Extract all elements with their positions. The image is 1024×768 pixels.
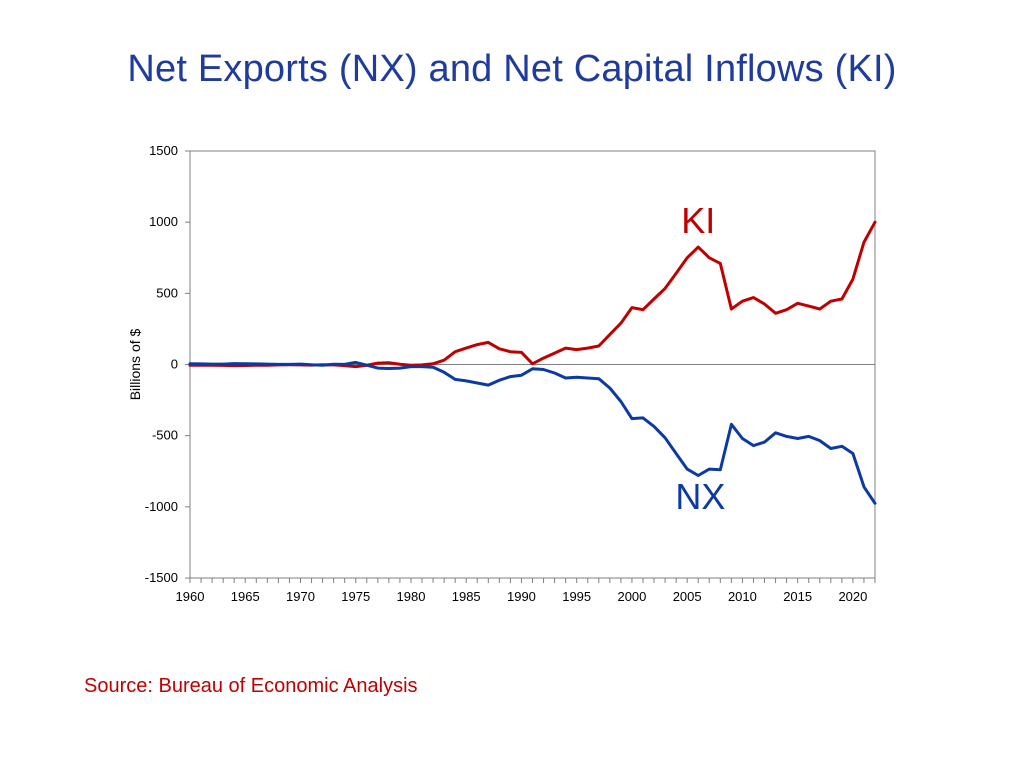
y-tick-label: 0 bbox=[171, 357, 178, 372]
x-tick-label: 1965 bbox=[231, 589, 260, 604]
series-label-nx: NX bbox=[675, 476, 725, 517]
y-axis-ticks: 1500 1000 500 0 -500 -1000 -1500 bbox=[145, 143, 190, 585]
x-tick-label: 1995 bbox=[562, 589, 591, 604]
x-tick-label: 2005 bbox=[673, 589, 702, 604]
y-tick-label: -1000 bbox=[145, 499, 178, 514]
y-tick-label: 1000 bbox=[149, 214, 178, 229]
x-tick-label: 2015 bbox=[783, 589, 812, 604]
y-axis-label: Billions of $ bbox=[127, 328, 143, 400]
x-tick-label: 1960 bbox=[176, 589, 205, 604]
series-line-ki bbox=[188, 220, 877, 369]
series-label-ki: KI bbox=[681, 200, 715, 241]
y-tick-label: -1500 bbox=[145, 570, 178, 585]
series-lines bbox=[188, 220, 877, 505]
y-tick-label: 1500 bbox=[149, 143, 178, 158]
source-note: Source: Bureau of Economic Analysis bbox=[84, 675, 418, 697]
x-axis-ticks: 1960 1965 1970 1975 1980 1985 1990 1995 2000 2005… bbox=[176, 578, 876, 604]
x-tick-label: 1990 bbox=[507, 589, 536, 604]
x-tick-label: 2000 bbox=[617, 589, 646, 604]
y-tick-label: -500 bbox=[152, 428, 178, 443]
x-tick-label: 1980 bbox=[397, 589, 426, 604]
slide-title: Net Exports (NX) and Net Capital Inflows… bbox=[127, 48, 897, 90]
series-line-nx bbox=[188, 360, 877, 505]
x-tick-label: 2020 bbox=[838, 589, 867, 604]
x-tick-label: 1970 bbox=[286, 589, 315, 604]
x-tick-label: 2010 bbox=[728, 589, 757, 604]
x-tick-label: 1975 bbox=[341, 589, 370, 604]
x-tick-label: 1985 bbox=[452, 589, 481, 604]
y-tick-label: 500 bbox=[156, 285, 178, 300]
